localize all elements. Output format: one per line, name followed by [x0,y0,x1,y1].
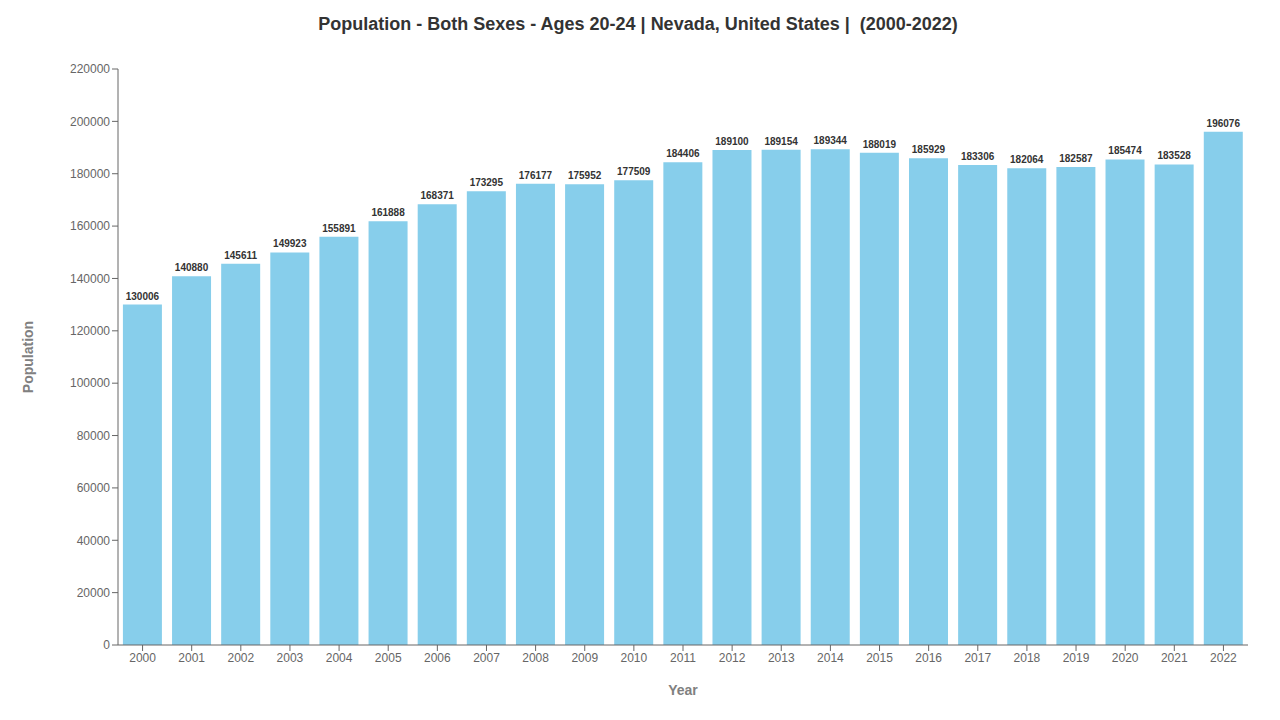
svg-text:160000: 160000 [70,219,110,233]
html-text:Population - Both Sexes - Ages: Population - Both Sexes - Ages 20-24 | N… [318,14,958,34]
svg-text:168371: 168371 [421,190,455,201]
svg-text:140000: 140000 [70,272,110,286]
svg-text:Population: Population [20,321,36,393]
svg-text:2007: 2007 [473,651,500,665]
svg-text:80000: 80000 [77,429,111,443]
svg-text:2015: 2015 [866,651,893,665]
svg-text:196076: 196076 [1207,118,1241,129]
svg-text:177509: 177509 [617,166,651,177]
svg-text:2016: 2016 [915,651,942,665]
svg-text:2001: 2001 [178,651,205,665]
svg-text:2017: 2017 [964,651,991,665]
svg-text:2019: 2019 [1063,651,1090,665]
svg-text:2000: 2000 [129,651,156,665]
svg-text:184406: 184406 [666,148,700,159]
svg-text:100000: 100000 [70,376,110,390]
svg-text:185929: 185929 [912,144,946,155]
svg-text:188019: 188019 [863,139,897,150]
svg-text:120000: 120000 [70,324,110,338]
svg-text:220000: 220000 [70,62,110,76]
svg-text:2006: 2006 [424,651,451,665]
svg-text:130006: 130006 [126,291,160,302]
svg-text:2020: 2020 [1112,651,1139,665]
svg-text:183528: 183528 [1157,150,1191,161]
svg-text:2002: 2002 [227,651,254,665]
svg-text:180000: 180000 [70,167,110,181]
svg-text:200000: 200000 [70,115,110,129]
svg-text:0: 0 [103,638,110,652]
svg-text:145611: 145611 [224,250,257,261]
svg-text:20000: 20000 [77,586,111,600]
svg-text:149923: 149923 [273,238,307,249]
svg-text:183306: 183306 [961,151,995,162]
svg-text:2003: 2003 [277,651,304,665]
svg-text:161888: 161888 [371,207,405,218]
svg-text:2011: 2011 [670,651,696,665]
svg-text:2014: 2014 [817,651,844,665]
svg-text:182587: 182587 [1059,153,1093,164]
svg-text:40000: 40000 [77,534,111,548]
svg-text:189100: 189100 [715,136,749,147]
svg-text:176177: 176177 [519,170,553,181]
svg-text:185474: 185474 [1108,145,1142,156]
svg-text:2010: 2010 [621,651,648,665]
svg-text:Year: Year [668,682,698,698]
svg-text:2008: 2008 [522,651,549,665]
svg-text:175952: 175952 [568,170,602,181]
svg-text:2013: 2013 [768,651,795,665]
svg-text:155891: 155891 [322,223,356,234]
svg-text:60000: 60000 [77,481,111,495]
svg-text:2018: 2018 [1014,651,1041,665]
svg-text:2022: 2022 [1210,651,1237,665]
svg-text:2021: 2021 [1161,651,1188,665]
svg-text:2004: 2004 [326,651,353,665]
svg-text:2009: 2009 [571,651,598,665]
svg-text:2012: 2012 [719,651,746,665]
svg-text:182064: 182064 [1010,154,1044,165]
svg-text:173295: 173295 [470,177,504,188]
svg-text:2005: 2005 [375,651,402,665]
svg-text:140880: 140880 [175,262,209,273]
svg-text:189154: 189154 [764,136,798,147]
svg-text:189344: 189344 [814,135,848,146]
